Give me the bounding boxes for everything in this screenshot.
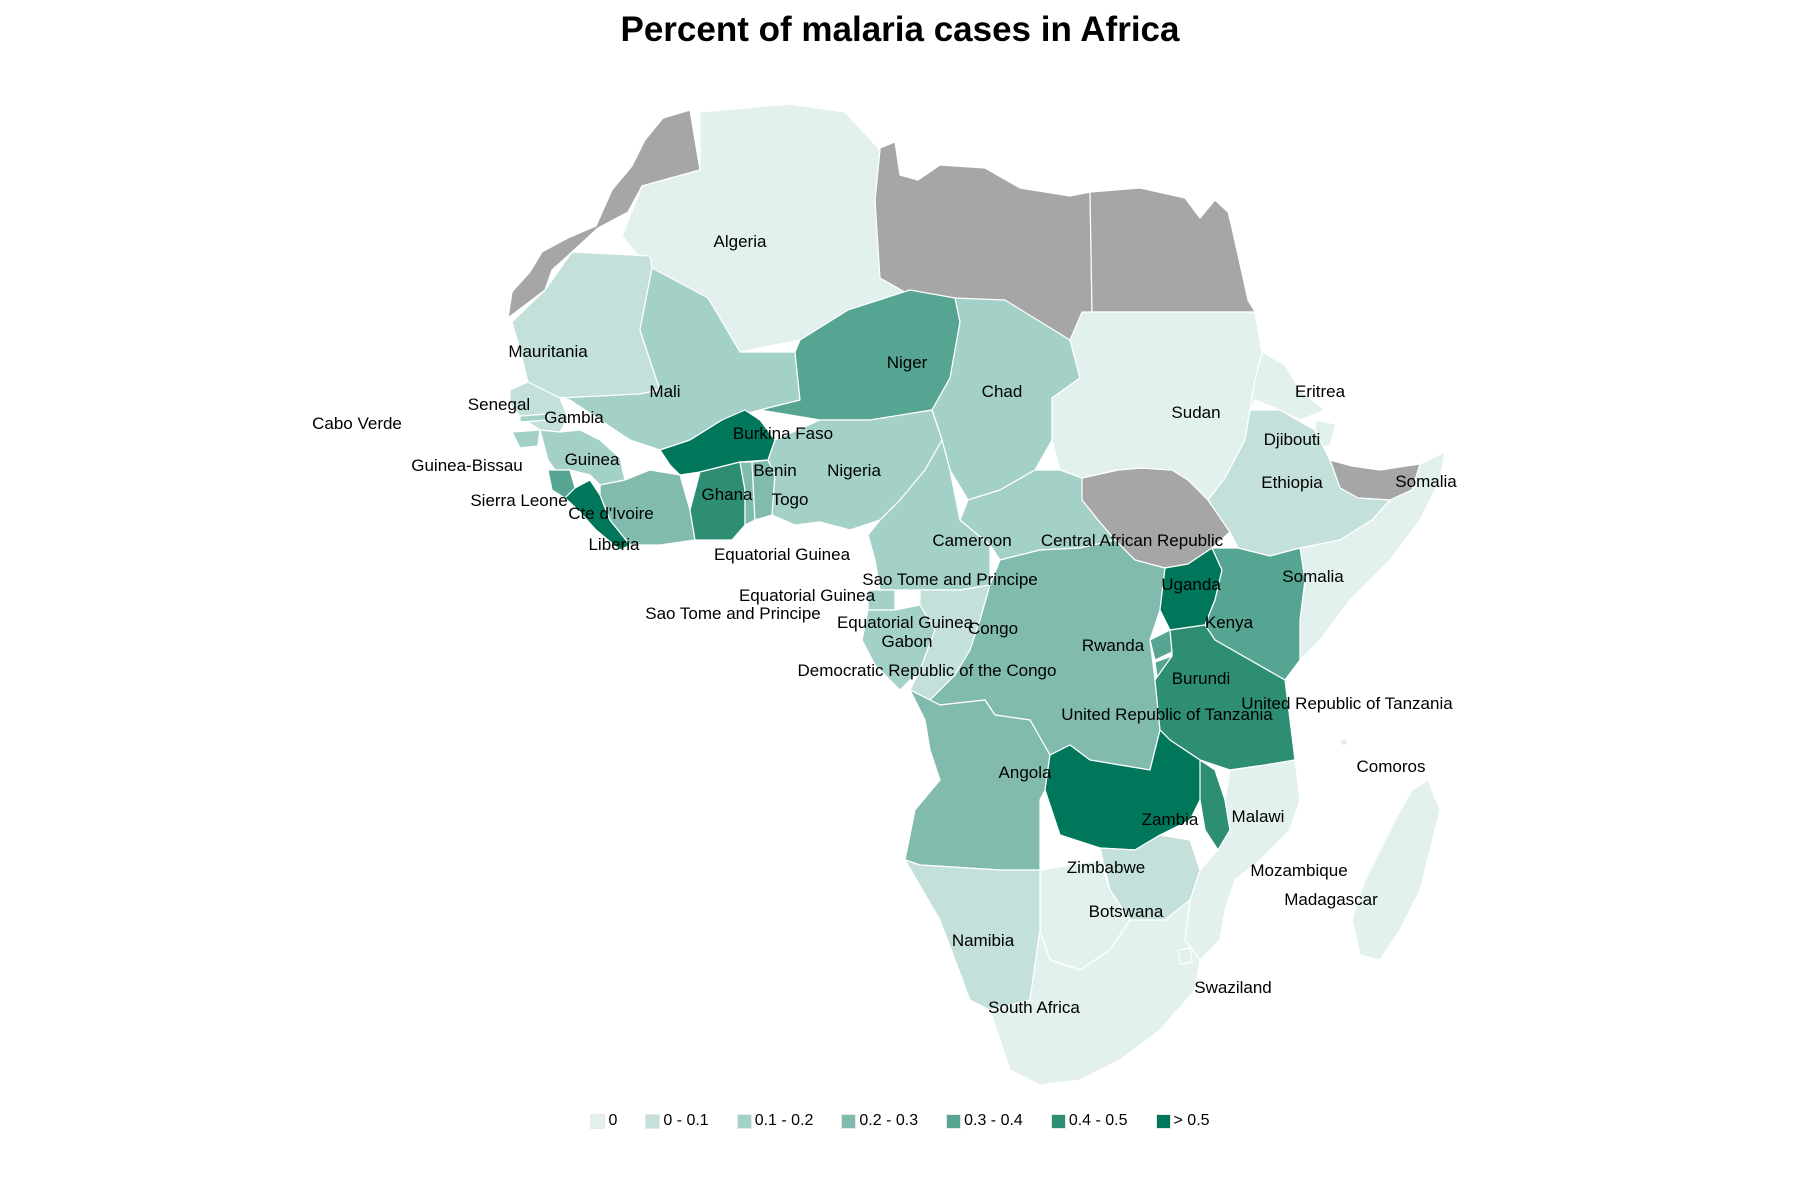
legend-key-0	[590, 1113, 606, 1129]
legend-item-0.3-0.4: 0.3 - 0.4	[946, 1112, 1023, 1130]
legend-label-0: 0	[608, 1112, 618, 1129]
legend-key-0.4-0.5	[1050, 1113, 1066, 1129]
legend-item-0.2-0.3: 0.2 - 0.3	[841, 1112, 918, 1130]
label-algeria: Algeria	[714, 232, 767, 251]
label-guinea: Guinea	[565, 450, 620, 469]
south-africa-region	[989, 899, 1201, 1086]
legend-key-0.3-0.4	[946, 1113, 962, 1129]
togo-region	[739, 461, 756, 526]
label-tanzania-1: United Republic of Tanzania	[1241, 694, 1453, 713]
legend-item-0.4-0.5: 0.4 - 0.5	[1050, 1112, 1128, 1130]
label-cameroon: Cameroon	[932, 531, 1011, 550]
legend: 0 0 - 0.1 0.1 - 0.2 0.2 - 0.3 0.3 - 0.4 …	[0, 1112, 1800, 1130]
label-eq-guinea-1: Equatorial Guinea	[714, 545, 851, 564]
label-mali: Mali	[649, 382, 680, 401]
legend-label-0-0.1: 0 - 0.1	[663, 1112, 709, 1129]
label-stp-1: Sao Tome and Principe	[862, 570, 1037, 589]
label-car: Central African Republic	[1041, 531, 1224, 550]
label-swaziland: Swaziland	[1194, 978, 1272, 997]
label-sierra-leone: Sierra Leone	[470, 491, 567, 510]
label-malawi: Malawi	[1232, 807, 1285, 826]
swaziland-region	[1177, 947, 1193, 965]
eritrea-region	[1249, 351, 1326, 421]
label-zambia: Zambia	[1142, 810, 1199, 829]
label-niger: Niger	[887, 353, 928, 372]
label-ghana: Ghana	[701, 485, 753, 504]
label-botswana: Botswana	[1089, 902, 1164, 921]
legend-key-0.1-0.2	[736, 1113, 752, 1129]
egypt-region	[1089, 187, 1256, 313]
label-namibia: Namibia	[952, 931, 1015, 950]
comoros-region	[1339, 737, 1349, 747]
label-stp-2: Sao Tome and Principe	[645, 604, 820, 623]
label-sudan: Sudan	[1171, 403, 1220, 422]
legend-label-0.4-0.5: 0.4 - 0.5	[1068, 1112, 1128, 1129]
label-gambia: Gambia	[544, 408, 604, 427]
gambia-region	[519, 413, 549, 423]
label-mozambique: Mozambique	[1250, 861, 1347, 880]
label-eq-guinea-2: Equatorial Guinea	[739, 586, 876, 605]
map-title: Percent of malaria cases in Africa	[620, 10, 1180, 49]
label-mauritania: Mauritania	[508, 342, 588, 361]
label-nigeria: Nigeria	[827, 461, 881, 480]
legend-label-0.3-0.4: 0.3 - 0.4	[964, 1112, 1023, 1129]
label-eq-guinea-3: Equatorial Guinea	[837, 613, 974, 632]
label-gabon: Gabon	[881, 632, 932, 651]
legend-label-0.2-0.3: 0.2 - 0.3	[859, 1112, 919, 1129]
label-zimbabwe: Zimbabwe	[1067, 858, 1145, 877]
angola-region	[904, 689, 1051, 871]
label-chad: Chad	[982, 382, 1023, 401]
label-benin: Benin	[753, 461, 796, 480]
rwanda-region	[1149, 629, 1173, 661]
label-cote-divoire: Cte d'Ivoire	[568, 504, 653, 523]
label-senegal: Senegal	[468, 395, 530, 414]
cameroon-region	[867, 439, 991, 591]
label-togo: Togo	[772, 490, 809, 509]
label-burkina-faso: Burkina Faso	[733, 424, 833, 443]
country-labels: Algeria Mauritania Mali Niger Chad Sudan…	[312, 232, 1457, 1017]
legend-key-0-0.1	[645, 1113, 661, 1129]
legend-key-gt0.5	[1155, 1113, 1171, 1129]
madagascar-region	[1351, 779, 1441, 961]
label-angola: Angola	[999, 763, 1052, 782]
label-guinea-bissau: Guinea-Bissau	[411, 456, 523, 475]
label-uganda: Uganda	[1161, 575, 1221, 594]
label-burundi: Burundi	[1172, 669, 1231, 688]
legend-key-0.2-0.3	[841, 1113, 857, 1129]
label-djibouti: Djibouti	[1264, 430, 1321, 449]
guinea-bissau-region	[511, 429, 541, 449]
label-comoros: Comoros	[1357, 757, 1426, 776]
label-liberia: Liberia	[588, 535, 640, 554]
label-madagascar: Madagascar	[1284, 890, 1378, 909]
label-rwanda: Rwanda	[1082, 636, 1145, 655]
legend-item-0.1-0.2: 0.1 - 0.2	[736, 1112, 814, 1130]
legend-label-0.1-0.2: 0.1 - 0.2	[754, 1112, 814, 1129]
label-somalia-north: Somalia	[1395, 472, 1457, 491]
legend-item-0-0.1: 0 - 0.1	[645, 1112, 709, 1130]
label-kenya: Kenya	[1205, 613, 1254, 632]
label-tanzania-2: United Republic of Tanzania	[1061, 705, 1273, 724]
label-congo: Congo	[968, 619, 1018, 638]
label-south-africa: South Africa	[988, 998, 1080, 1017]
mozambique-region	[1184, 759, 1301, 961]
legend-item-gt0.5: > 0.5	[1155, 1112, 1210, 1130]
legend-item-0: 0	[590, 1112, 617, 1130]
kenya-region	[1204, 547, 1306, 681]
label-cabo-verde: Cabo Verde	[312, 414, 402, 433]
label-drc: Democratic Republic of the Congo	[798, 661, 1057, 680]
label-eritrea: Eritrea	[1295, 382, 1346, 401]
legend-label-gt0.5: > 0.5	[1173, 1112, 1210, 1129]
label-somalia-south: Somalia	[1282, 567, 1344, 586]
label-ethiopia: Ethiopia	[1261, 473, 1323, 492]
